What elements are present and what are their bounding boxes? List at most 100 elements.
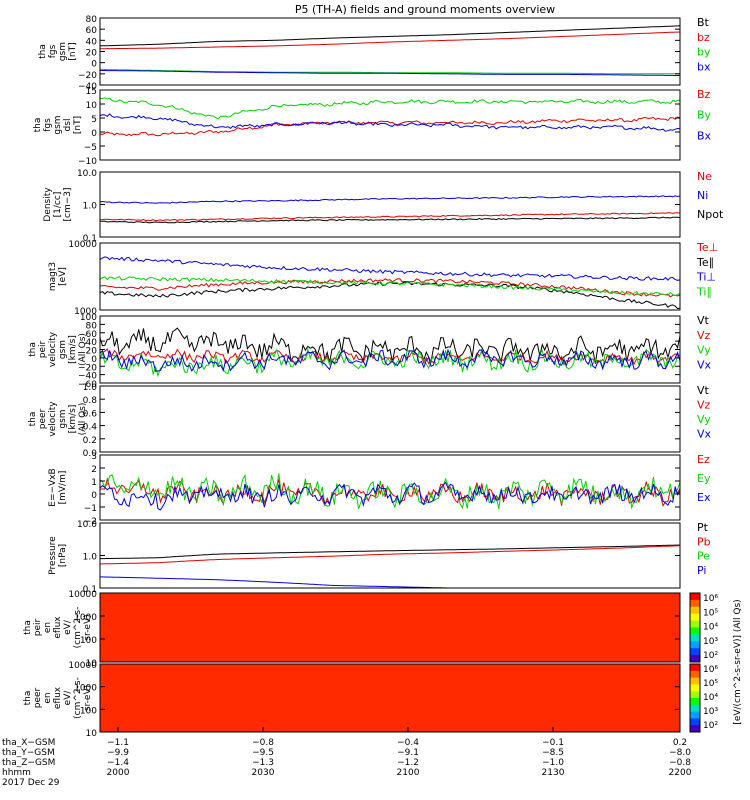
legend-entry-Vt: Vt bbox=[697, 314, 710, 327]
y-axis-label: eV/ bbox=[63, 619, 73, 635]
colorbar-segment bbox=[690, 648, 700, 656]
colorbar-tick-label: 10⁴ bbox=[703, 623, 718, 633]
y-tick-label: 60 bbox=[86, 330, 98, 340]
y-axis-label: tha bbox=[33, 118, 43, 133]
colorbar-segment bbox=[690, 698, 700, 706]
y-tick-label: 80 bbox=[86, 15, 98, 25]
panel-frame bbox=[99, 592, 681, 663]
colorbar-segment bbox=[690, 691, 700, 699]
y-tick-label: 0.8 bbox=[83, 396, 98, 406]
y-tick-label: 0 bbox=[91, 491, 97, 501]
legend-entry-Vz: Vz bbox=[697, 399, 711, 412]
y-tick-label: 60 bbox=[86, 26, 98, 36]
y-tick-label: 2 bbox=[91, 465, 97, 475]
series-line-bz bbox=[100, 31, 681, 50]
y-axis-label: gsm bbox=[58, 340, 68, 359]
y-axis-label: (cm^2-s- bbox=[73, 607, 83, 649]
y-tick-label: 5 bbox=[91, 115, 97, 125]
x-tick-label: 2030 bbox=[252, 768, 275, 778]
series-line-By bbox=[99, 97, 681, 120]
x-tick-label: 2000 bbox=[107, 768, 130, 778]
x-tick-label: −1.2 bbox=[397, 758, 419, 768]
colorbar-label: [eV/(cm^2-s-sr-eV)] (All Qs) bbox=[733, 599, 743, 724]
series-line-Ez bbox=[99, 477, 681, 507]
series-line-Npot bbox=[99, 216, 681, 224]
x-tick-label: −8.5 bbox=[542, 748, 564, 758]
y-tick-label: 20 bbox=[86, 49, 98, 59]
colorbar-tick-label: 10² bbox=[703, 721, 718, 731]
x-tick-label: 0.2 bbox=[673, 738, 687, 748]
colorbar-segment bbox=[690, 641, 700, 649]
y-axis-label: tha bbox=[38, 44, 48, 59]
colorbar-segment bbox=[690, 725, 700, 733]
panel-frame bbox=[99, 385, 681, 453]
y-axis-label: sr-eV) bbox=[83, 614, 93, 640]
y-tick-label: 15 bbox=[86, 87, 97, 97]
x-tick-label: −1.3 bbox=[252, 758, 274, 768]
y-tick-label: 1.0 bbox=[83, 202, 98, 212]
heatmap-background bbox=[100, 664, 680, 732]
legend-entry-Pb: Pb bbox=[697, 535, 711, 548]
colorbar-tick-label: 10⁵ bbox=[703, 608, 718, 618]
series-line-Ti∥ bbox=[99, 276, 681, 297]
x-row-label: hhmm bbox=[2, 768, 31, 778]
colorbar-tick-label: 10⁴ bbox=[703, 693, 718, 703]
colorbar-segment bbox=[690, 664, 700, 672]
legend-entry-Pe: Pe bbox=[697, 550, 710, 563]
series-line-Bz bbox=[99, 116, 681, 137]
y-tick-label: 100 bbox=[80, 636, 97, 646]
x-row-label: tha_X−GSM bbox=[2, 738, 55, 748]
y-tick-label: 80 bbox=[86, 321, 98, 331]
y-tick-label: −60 bbox=[78, 380, 97, 390]
colorbar-segment bbox=[690, 677, 700, 685]
y-tick-label: −40 bbox=[78, 372, 97, 382]
y-tick-label: 3 bbox=[91, 452, 97, 462]
colorbar-segment bbox=[690, 718, 700, 726]
x-tick-label: −8.0 bbox=[669, 748, 691, 758]
y-tick-label: 0.4 bbox=[83, 423, 98, 433]
colorbar-segment bbox=[690, 599, 700, 608]
series-line-Pb bbox=[100, 545, 681, 565]
series-line-Ey bbox=[99, 473, 681, 510]
y-tick-label: −40 bbox=[78, 82, 97, 92]
legend-entry-Ni: Ni bbox=[697, 189, 708, 202]
panel-frame bbox=[99, 242, 681, 311]
y-tick-label: 10 bbox=[86, 101, 98, 111]
colorbar-segment bbox=[690, 670, 700, 679]
colorbar-tick-label: 10² bbox=[703, 651, 718, 661]
series-line-Vz bbox=[99, 348, 681, 366]
y-axis-label: eflux bbox=[53, 616, 63, 639]
y-tick-label: 10000 bbox=[68, 661, 97, 671]
legend-entry-Te∥: Te∥ bbox=[696, 256, 714, 269]
y-axis-label: en bbox=[43, 622, 53, 633]
y-axis-label: [mV/m] bbox=[58, 471, 68, 505]
legend-entry-Te⊥: Te⊥ bbox=[696, 241, 718, 254]
colorbar-segment bbox=[690, 711, 700, 719]
legend-entry-Ti∥: Ti∥ bbox=[696, 285, 712, 298]
y-axis-label: Density bbox=[43, 187, 53, 222]
colorbar-tick-label: 10³ bbox=[703, 637, 718, 647]
y-tick-label: 10000 bbox=[68, 240, 97, 250]
colorbar-segment bbox=[690, 606, 700, 615]
panel-efield: 3 2 1 0 −1 −2 E=−VxB [mV/m] Ez Ey Ex bbox=[48, 452, 711, 527]
legend-entry-Vt: Vt bbox=[697, 384, 710, 397]
y-axis-label: [nT] bbox=[68, 42, 78, 60]
panel-peir-eflux: 10000 1000 100 10 tha peir en eflux eV/(cm^2-s-s… bbox=[23, 590, 681, 669]
colorbar-segment bbox=[690, 704, 700, 713]
y-axis-label: eflux bbox=[53, 686, 63, 709]
y-axis-label: [km/s] bbox=[68, 405, 78, 434]
colorbar-tick-label: 10⁶ bbox=[703, 665, 718, 675]
y-axis-label: fgs bbox=[48, 44, 58, 58]
colorbar-tick-label: 10⁶ bbox=[703, 594, 718, 604]
y-axis-label: sr-eV) bbox=[83, 685, 93, 711]
x-tick-label: −1.4 bbox=[107, 758, 129, 768]
legend-entry-Ti⊥: Ti⊥ bbox=[696, 271, 716, 284]
series-line-Vx bbox=[99, 348, 681, 373]
panel-temperature: 10000 1000 magt3 [eV] Te⊥ Te∥ Ti⊥Ti∥ bbox=[48, 240, 718, 317]
x-tick-label: −0.8 bbox=[252, 738, 274, 748]
x-tick-label: −0.8 bbox=[669, 758, 691, 768]
y-tick-label: 1 bbox=[91, 478, 97, 488]
